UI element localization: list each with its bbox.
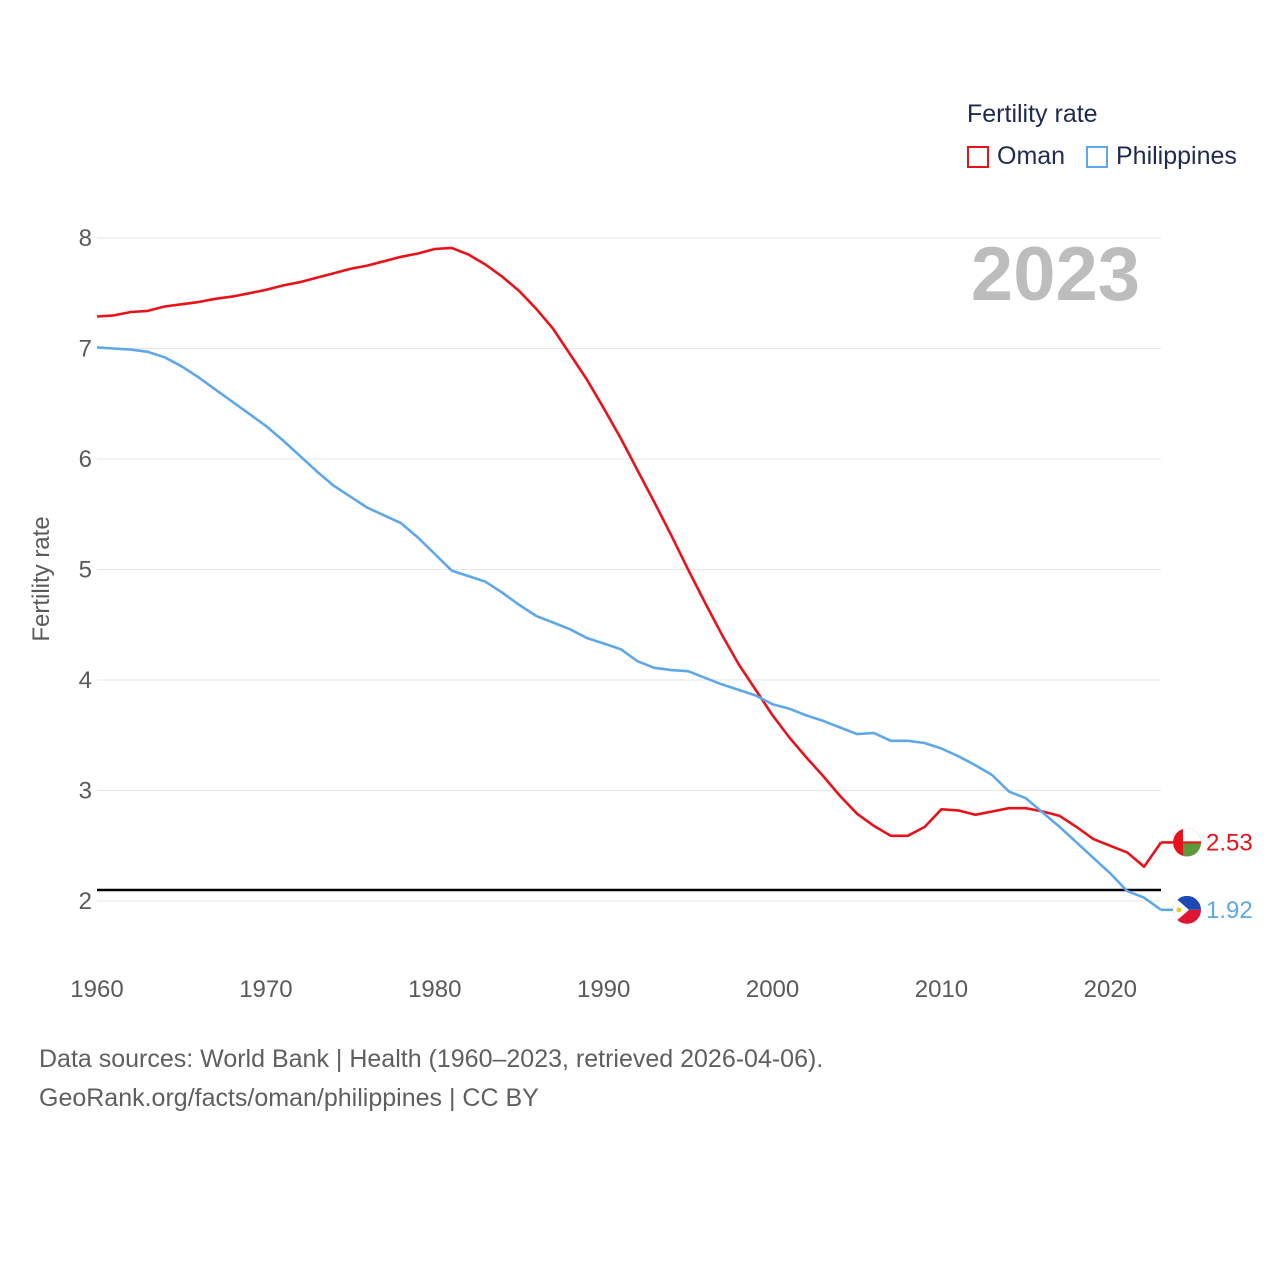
legend-label-philippines: Philippines (1116, 142, 1237, 170)
legend-swatch-oman (967, 145, 989, 168)
series-line-philippines (96, 346, 1162, 911)
year-watermark: 2023 (971, 232, 1140, 317)
y-axis-title: Fertility rate (28, 516, 55, 642)
legend-item-oman[interactable]: Oman (967, 142, 1065, 171)
end-label-philippines: 1.92 (1206, 897, 1253, 924)
legend-item-philippines[interactable]: Philippines (1086, 142, 1237, 171)
oman-flag-icon (1173, 828, 1201, 857)
legend-label-oman: Oman (997, 142, 1066, 170)
legend-title: Fertility rate (967, 100, 1098, 128)
x-tick-label-1980: 1980 (408, 976, 461, 1003)
x-tick-label-1960: 1960 (70, 976, 123, 1003)
x-tick-label-2000: 2000 (746, 976, 799, 1003)
y-tick-label-4: 4 (79, 667, 92, 694)
y-tick-label-7: 7 (79, 336, 92, 363)
source-line-1: Data sources: World Bank | Health (1960–… (39, 1045, 824, 1073)
philippines-flag-icon (1173, 895, 1201, 924)
x-tick-label-2010: 2010 (915, 976, 968, 1003)
y-tick-label-6: 6 (79, 446, 92, 473)
end-label-oman: 2.53 (1206, 829, 1253, 856)
legend-swatch-philippines (1086, 145, 1108, 168)
y-tick-label-8: 8 (79, 225, 92, 252)
y-tick-label-5: 5 (79, 557, 92, 584)
series-line-oman (96, 246, 1163, 869)
x-tick-label-2020: 2020 (1084, 976, 1137, 1003)
source-line-2[interactable]: GeoRank.org/facts/oman/philippines | CC … (39, 1084, 539, 1112)
x-tick-label-1990: 1990 (577, 976, 630, 1003)
y-tick-label-2: 2 (79, 888, 92, 915)
y-tick-label-3: 3 (79, 778, 92, 805)
x-tick-label-1970: 1970 (239, 976, 292, 1003)
